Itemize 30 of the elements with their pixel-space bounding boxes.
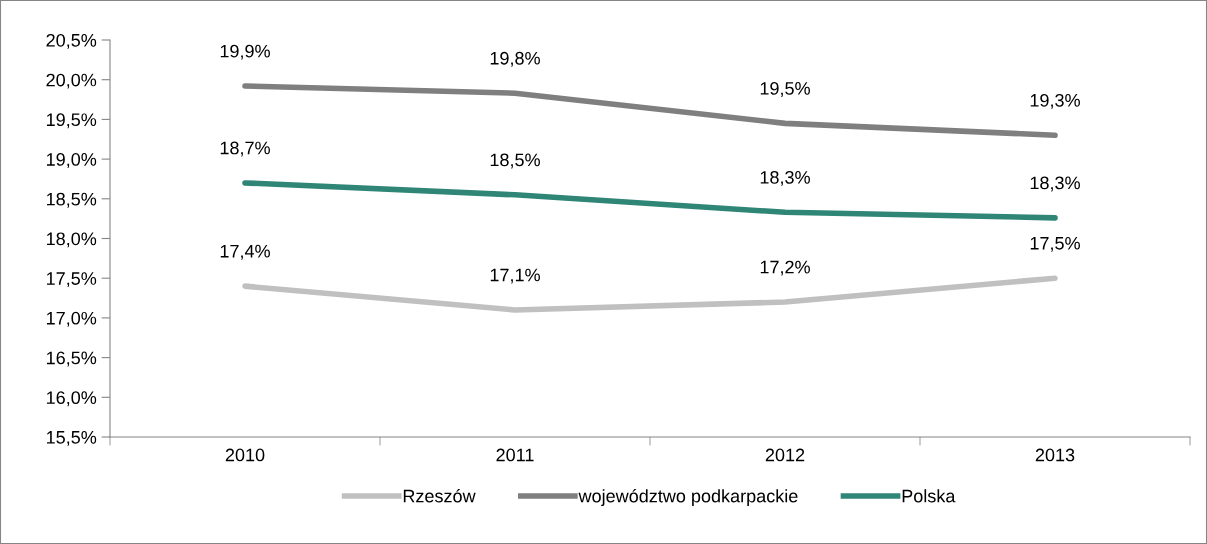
data-label: 17,4% [220, 244, 270, 260]
data-label: 18,3% [760, 170, 810, 186]
data-label: 17,2% [760, 260, 810, 276]
data-label: 18,5% [490, 153, 540, 169]
x-tick-label: 2010 [225, 448, 265, 462]
data-label: 18,7% [220, 141, 270, 157]
y-tick-label: 16,0% [46, 391, 97, 407]
y-tick-label: 16,5% [46, 351, 97, 367]
y-tick-label: 18,5% [46, 192, 97, 208]
y-tick-label: 20,5% [46, 33, 97, 49]
y-tick-label: 20,0% [46, 73, 97, 89]
data-label: 19,5% [760, 82, 810, 97]
data-label: 18,3% [1030, 176, 1080, 192]
y-tick-label: 17,0% [46, 311, 97, 327]
x-tick-label: 2012 [765, 448, 805, 462]
legend-label: województwo podkarpackie [578, 488, 798, 507]
data-label: 19,9% [220, 44, 270, 60]
y-tick-label: 15,5% [46, 431, 97, 446]
y-tick-label: 18,0% [46, 232, 97, 248]
data-label: 17,1% [490, 268, 540, 284]
y-tick-label: 19,5% [46, 113, 97, 129]
legend-label: Rzeszów [403, 488, 476, 503]
data-label: 17,5% [1030, 236, 1080, 252]
y-tick-label: 17,5% [46, 272, 97, 288]
y-tick-label: 19,0% [46, 153, 97, 168]
x-tick-label: 2011 [496, 448, 534, 462]
data-label: 19,3% [1030, 93, 1080, 109]
x-tick-label: 2013 [1035, 448, 1075, 462]
legend-label: Polska [902, 489, 956, 503]
data-label: 19,8% [490, 51, 540, 67]
